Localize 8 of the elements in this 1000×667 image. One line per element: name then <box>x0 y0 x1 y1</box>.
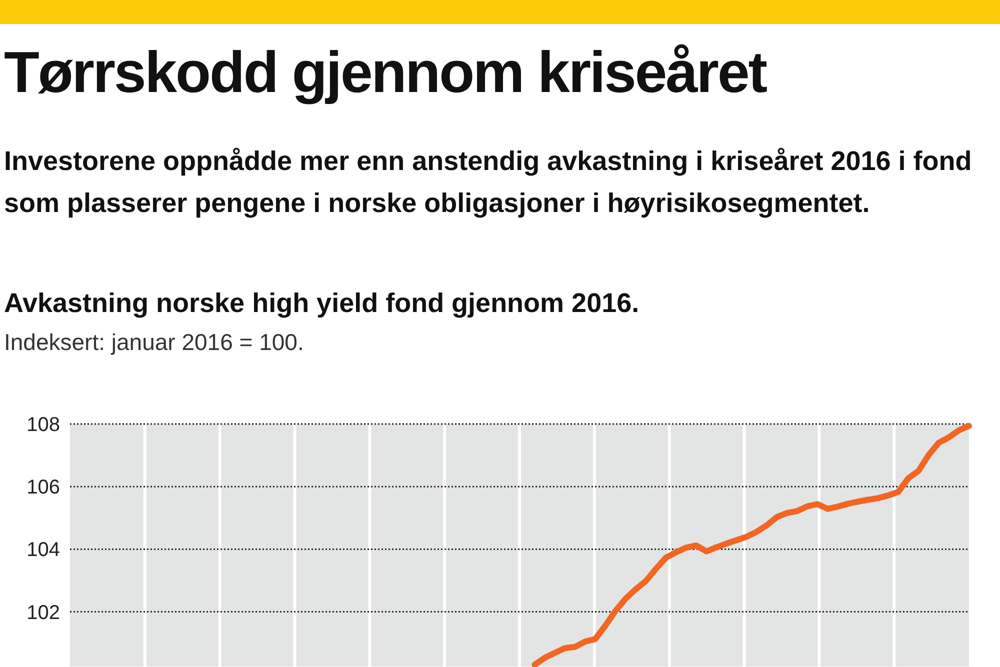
y-tick-label: 106 <box>26 476 60 499</box>
text: Indeksert: januar 2016 = 100. <box>4 329 304 355</box>
y-tick-label: 108 <box>26 414 60 436</box>
y-tick-label: 102 <box>26 602 60 624</box>
y-tick-label: 104 <box>26 539 60 562</box>
chart-title: Tørrskodd gjennom kriseåret <box>4 40 768 105</box>
text: Avkastning norske high yield fond gjennom 2016. <box>4 288 640 318</box>
chart-subtitle: Investorene oppnådde mer enn anstendig avkastning i kriseåret 2016 i fond som plasserer pengene i norske obligasjoner i høyrisikosegmentet. <box>4 146 972 218</box>
